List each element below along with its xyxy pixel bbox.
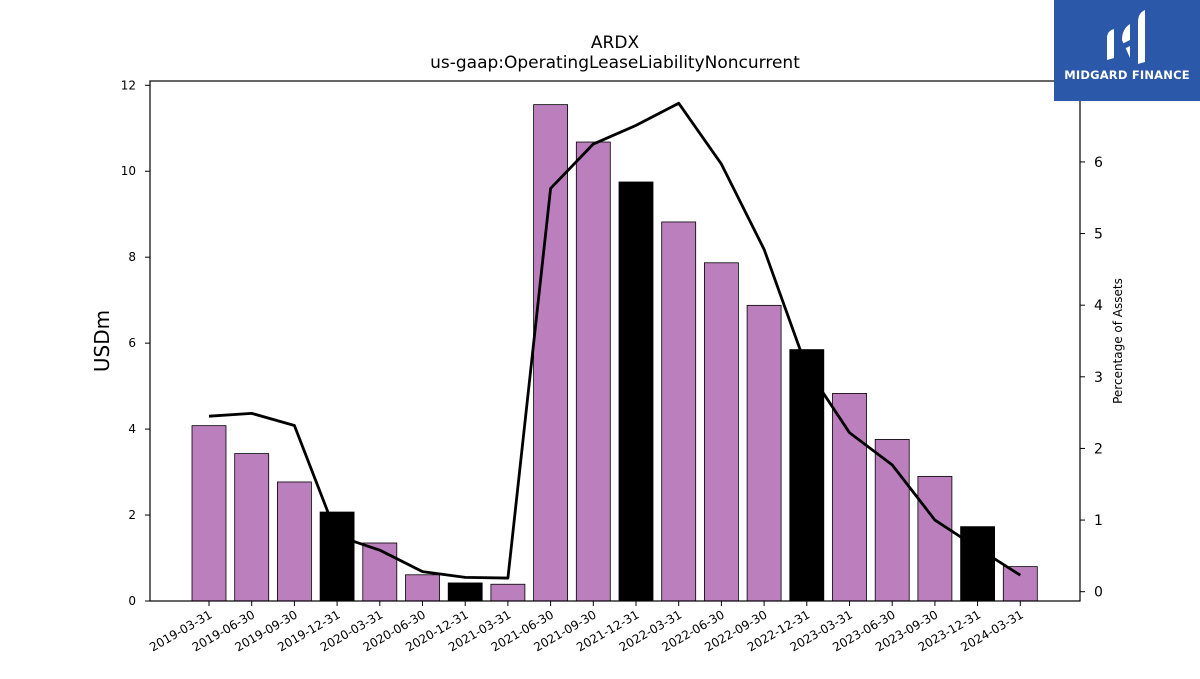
bar bbox=[234, 453, 270, 602]
line-path bbox=[208, 101, 1022, 580]
bar bbox=[960, 526, 995, 602]
y2-tick-label: 4 bbox=[1094, 298, 1103, 314]
y-tick-label: 8 bbox=[128, 250, 136, 264]
y2-tick-label: 6 bbox=[1094, 155, 1103, 171]
bar bbox=[704, 262, 739, 602]
y-axis-label: USDm bbox=[90, 310, 114, 372]
y2-axis: 0 1 2 3 4 5 6 bbox=[1080, 155, 1103, 601]
bar-series bbox=[191, 104, 1038, 602]
bar bbox=[832, 393, 867, 602]
bar bbox=[319, 511, 355, 602]
chart-title: ARDX bbox=[591, 33, 640, 53]
y-tick-label: 10 bbox=[121, 164, 136, 178]
y2-tick-label: 0 bbox=[1094, 585, 1103, 601]
y2-tick-label: 3 bbox=[1094, 370, 1103, 386]
bar bbox=[191, 425, 227, 602]
bar bbox=[575, 141, 611, 602]
x-axis: 2019-03-312019-06-302019-09-302019-12-31… bbox=[147, 601, 1026, 654]
y-tick-label: 0 bbox=[128, 594, 136, 608]
bar bbox=[490, 583, 526, 602]
bar bbox=[362, 542, 398, 602]
bar bbox=[917, 475, 953, 602]
bar bbox=[661, 221, 697, 602]
plot-frame bbox=[149, 80, 1081, 602]
y-tick-label: 2 bbox=[128, 508, 136, 522]
y-tick-label: 4 bbox=[128, 422, 136, 436]
bar bbox=[618, 181, 654, 602]
y-axis: 0 2 4 6 8 10 12 bbox=[121, 78, 150, 608]
bar bbox=[746, 304, 782, 602]
y2-tick-label: 2 bbox=[1094, 441, 1103, 457]
y-tick-label: 6 bbox=[128, 336, 136, 350]
bar bbox=[276, 481, 312, 602]
bar bbox=[405, 574, 440, 602]
logo-text: MIDGARD FINANCE bbox=[1064, 68, 1190, 82]
line-series bbox=[208, 101, 1022, 580]
bar bbox=[789, 349, 825, 602]
midgard-logo-icon bbox=[1107, 10, 1145, 64]
y2-tick-label: 1 bbox=[1094, 513, 1103, 529]
y2-axis-label: Percentage of Assets bbox=[1111, 278, 1125, 404]
brand-logo: MIDGARD FINANCE bbox=[1054, 0, 1200, 101]
chart-subtitle: us-gaap:OperatingLeaseLiabilityNoncurren… bbox=[430, 53, 800, 73]
bar bbox=[1002, 566, 1038, 602]
bar bbox=[447, 582, 483, 602]
bar bbox=[533, 104, 568, 602]
y2-tick-label: 5 bbox=[1094, 227, 1103, 243]
y-tick-label: 12 bbox=[121, 78, 136, 92]
